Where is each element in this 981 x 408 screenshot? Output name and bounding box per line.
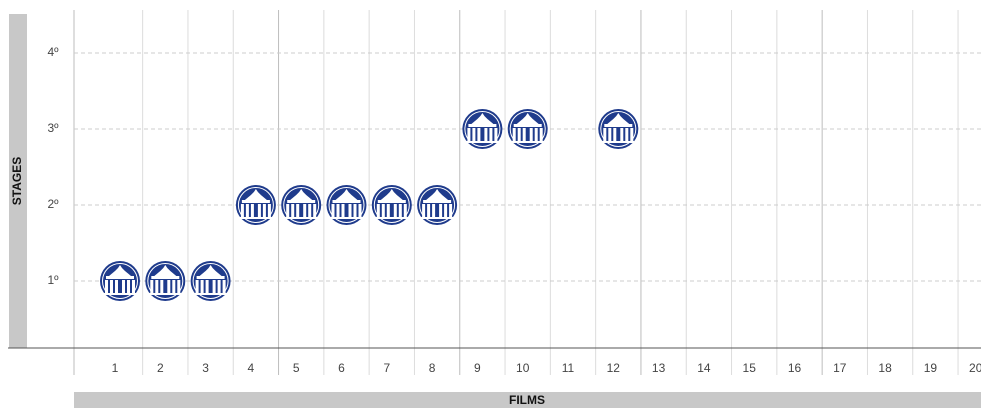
x-tick-label: 3 <box>202 361 209 375</box>
y-tick-label: 3º <box>47 121 59 135</box>
x-tick-label: 7 <box>383 361 390 375</box>
data-point-palace-icon <box>190 260 232 302</box>
grid <box>73 10 981 375</box>
x-tick-label: 17 <box>833 361 847 375</box>
x-tick-label: 16 <box>788 361 802 375</box>
x-tick-label: 14 <box>697 361 711 375</box>
data-point-palace-icon <box>99 260 141 302</box>
x-tick-label: 10 <box>516 361 530 375</box>
data-point-palace-icon <box>507 108 549 150</box>
data-point-palace-icon <box>597 108 639 150</box>
x-tick-label: 9 <box>474 361 481 375</box>
x-tick-label: 15 <box>743 361 757 375</box>
data-point-palace-icon <box>235 184 277 226</box>
x-tick-label: 2 <box>157 361 164 375</box>
x-axis-title: FILMS <box>509 393 545 407</box>
data-point-palace-icon <box>371 184 413 226</box>
x-tick-label: 4 <box>248 361 255 375</box>
x-tick-label: 1 <box>112 361 119 375</box>
x-tick-label: 19 <box>924 361 938 375</box>
y-axis-band <box>9 14 27 348</box>
x-tick-label: 20 <box>969 361 981 375</box>
x-tick-label: 18 <box>878 361 892 375</box>
x-tick-label: 5 <box>293 361 300 375</box>
x-tick-label: 12 <box>607 361 621 375</box>
data-point-palace-icon <box>144 260 186 302</box>
data-point-palace-icon <box>416 184 458 226</box>
data-point-palace-icon <box>461 108 503 150</box>
y-tick-label: 2º <box>47 197 59 211</box>
x-tick-label: 13 <box>652 361 666 375</box>
x-tick-label: 6 <box>338 361 345 375</box>
data-point-palace-icon <box>280 184 322 226</box>
x-tick-label: 11 <box>562 361 575 375</box>
x-axis-band <box>74 392 981 408</box>
y-tick-label: 1º <box>47 273 59 287</box>
data-point-palace-icon <box>326 184 367 226</box>
x-tick-label: 8 <box>429 361 436 375</box>
y-axis-title: STAGES <box>10 157 24 205</box>
y-tick-label: 4º <box>47 45 59 59</box>
